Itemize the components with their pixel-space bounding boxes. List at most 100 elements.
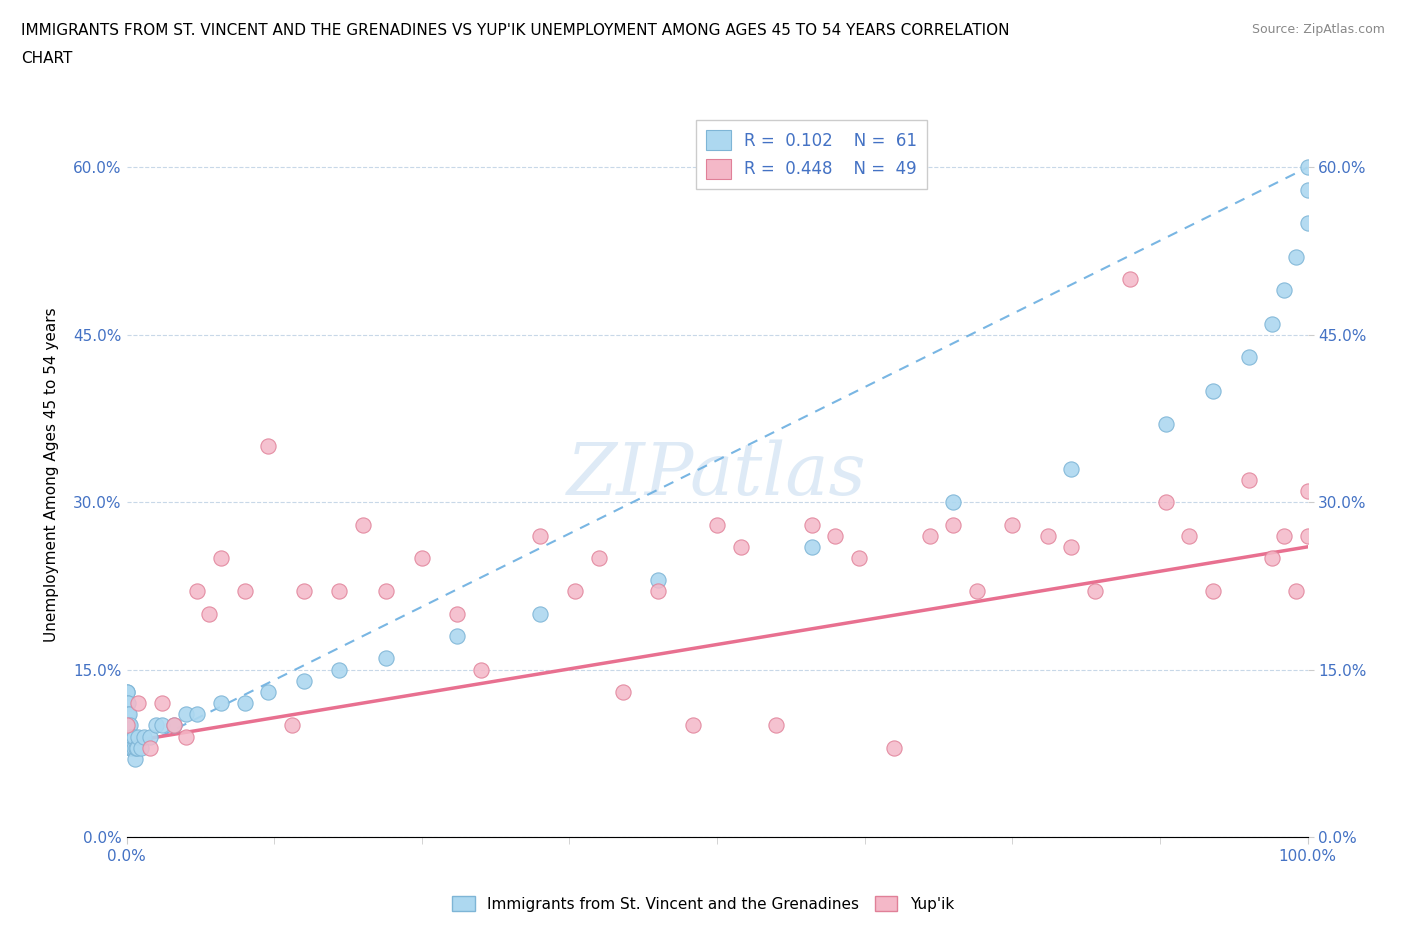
Point — [127, 740, 149, 755]
Point — [118, 718, 141, 733]
Point — [1296, 160, 1319, 175]
Point — [292, 673, 315, 688]
Point — [588, 551, 610, 565]
Point — [163, 718, 186, 733]
Point — [233, 696, 256, 711]
Point — [281, 718, 304, 733]
Point — [446, 629, 468, 644]
Point — [257, 439, 280, 454]
Point — [117, 707, 139, 722]
Point — [375, 584, 398, 599]
Point — [115, 684, 138, 699]
Point — [470, 662, 492, 677]
Point — [706, 517, 728, 532]
Point — [1001, 517, 1024, 532]
Point — [115, 696, 138, 711]
Point — [328, 662, 350, 677]
Point — [800, 517, 823, 532]
Point — [848, 551, 870, 565]
Point — [1285, 249, 1308, 264]
Point — [209, 696, 232, 711]
Point — [1237, 350, 1260, 365]
Point — [120, 740, 142, 755]
Point — [800, 539, 823, 554]
Point — [122, 729, 145, 744]
Point — [1119, 272, 1142, 286]
Point — [117, 718, 139, 733]
Point — [942, 495, 965, 510]
Point — [118, 729, 141, 744]
Point — [115, 684, 138, 699]
Point — [115, 707, 138, 722]
Point — [529, 528, 551, 543]
Point — [115, 718, 138, 733]
Point — [115, 707, 138, 722]
Point — [1285, 584, 1308, 599]
Point — [139, 740, 162, 755]
Text: Source: ZipAtlas.com: Source: ZipAtlas.com — [1251, 23, 1385, 36]
Text: CHART: CHART — [21, 51, 73, 66]
Point — [122, 740, 145, 755]
Point — [1296, 216, 1319, 231]
Point — [1178, 528, 1201, 543]
Point — [647, 573, 669, 588]
Point — [612, 684, 634, 699]
Point — [1036, 528, 1059, 543]
Point — [121, 740, 143, 755]
Point — [174, 729, 197, 744]
Point — [198, 606, 221, 621]
Point — [115, 718, 138, 733]
Y-axis label: Unemployment Among Ages 45 to 54 years: Unemployment Among Ages 45 to 54 years — [45, 307, 59, 642]
Point — [824, 528, 846, 543]
Point — [682, 718, 704, 733]
Point — [257, 684, 280, 699]
Point — [117, 696, 139, 711]
Point — [918, 528, 941, 543]
Point — [1060, 539, 1083, 554]
Point — [125, 740, 148, 755]
Point — [186, 707, 208, 722]
Point — [150, 718, 173, 733]
Point — [120, 729, 142, 744]
Point — [127, 696, 149, 711]
Point — [1154, 495, 1177, 510]
Point — [730, 539, 752, 554]
Point — [121, 729, 143, 744]
Point — [1296, 484, 1319, 498]
Point — [145, 718, 167, 733]
Point — [352, 517, 374, 532]
Point — [1261, 551, 1284, 565]
Text: IMMIGRANTS FROM ST. VINCENT AND THE GRENADINES VS YUP'IK UNEMPLOYMENT AMONG AGES: IMMIGRANTS FROM ST. VINCENT AND THE GREN… — [21, 23, 1010, 38]
Point — [375, 651, 398, 666]
Point — [118, 707, 141, 722]
Point — [117, 718, 139, 733]
Legend: R =  0.102    N =  61, R =  0.448    N =  49: R = 0.102 N = 61, R = 0.448 N = 49 — [696, 120, 927, 189]
Point — [765, 718, 787, 733]
Point — [883, 740, 905, 755]
Point — [233, 584, 256, 599]
Point — [115, 696, 138, 711]
Point — [1154, 417, 1177, 432]
Point — [115, 696, 138, 711]
Point — [129, 740, 152, 755]
Point — [150, 696, 173, 711]
Point — [564, 584, 586, 599]
Point — [115, 718, 138, 733]
Point — [292, 584, 315, 599]
Point — [942, 517, 965, 532]
Point — [1261, 316, 1284, 331]
Point — [446, 606, 468, 621]
Point — [209, 551, 232, 565]
Point — [120, 729, 142, 744]
Point — [1296, 182, 1319, 197]
Point — [117, 729, 139, 744]
Legend: Immigrants from St. Vincent and the Grenadines, Yup'ik: Immigrants from St. Vincent and the Gren… — [446, 889, 960, 918]
Point — [1237, 472, 1260, 487]
Point — [124, 751, 146, 766]
Point — [186, 584, 208, 599]
Point — [1084, 584, 1107, 599]
Point — [120, 718, 142, 733]
Point — [966, 584, 988, 599]
Point — [529, 606, 551, 621]
Point — [1272, 528, 1295, 543]
